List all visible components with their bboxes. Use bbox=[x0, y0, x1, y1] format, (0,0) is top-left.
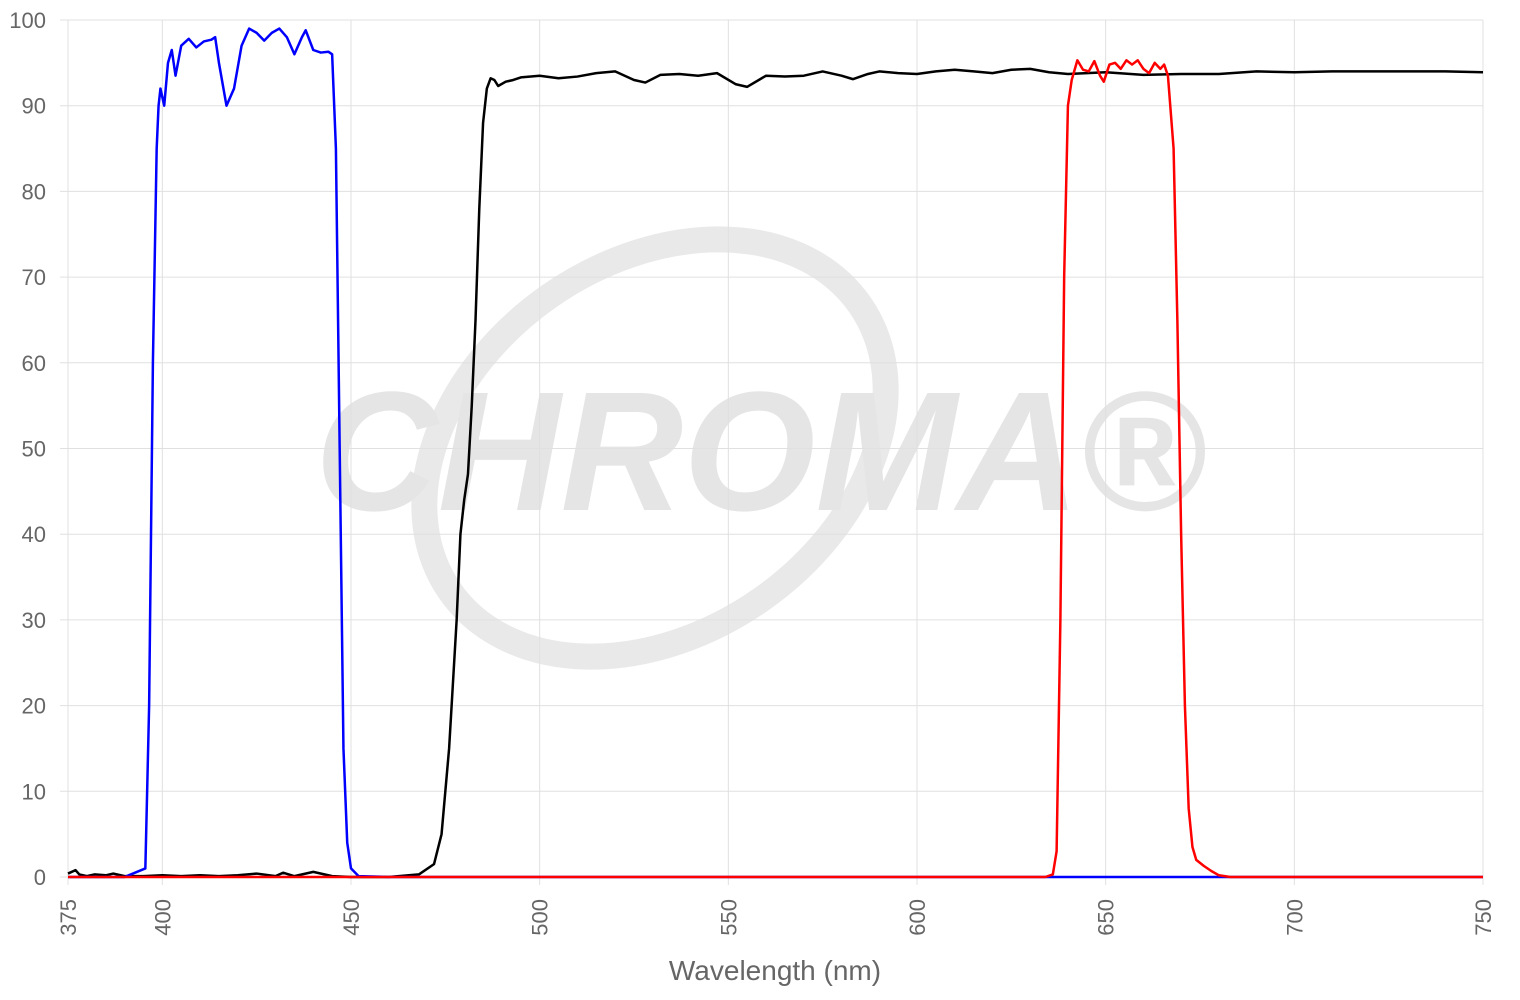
x-tick-label: 400 bbox=[150, 899, 175, 936]
watermark-text: CHROMA® bbox=[315, 357, 1206, 547]
x-tick-label: 600 bbox=[905, 899, 930, 936]
x-tick-label: 450 bbox=[339, 899, 364, 936]
y-tick-label: 60 bbox=[22, 351, 46, 376]
y-tick-label: 90 bbox=[22, 94, 46, 119]
y-tick-label: 70 bbox=[22, 265, 46, 290]
x-tick-label: 550 bbox=[716, 899, 741, 936]
x-tick-label: 750 bbox=[1471, 899, 1496, 936]
series-line bbox=[67, 67, 1484, 879]
y-tick-label: 80 bbox=[22, 179, 46, 204]
watermark-ring bbox=[411, 226, 899, 670]
x-tick-label: 500 bbox=[528, 899, 553, 936]
y-tick-label: 20 bbox=[22, 694, 46, 719]
x-axis-label: Wavelength (nm) bbox=[669, 955, 881, 986]
y-tick-label: 50 bbox=[22, 437, 46, 462]
x-tick-label: 700 bbox=[1282, 899, 1307, 936]
x-tick-label: 650 bbox=[1094, 899, 1119, 936]
y-tick-label: 40 bbox=[22, 522, 46, 547]
y-tick-label: 10 bbox=[22, 779, 46, 804]
y-tick-label: 0 bbox=[34, 865, 46, 890]
y-tick-label: 100 bbox=[9, 8, 46, 33]
y-tick-label: 30 bbox=[22, 608, 46, 633]
series-line bbox=[68, 27, 1483, 879]
x-tick-label: 375 bbox=[56, 899, 81, 936]
plot-area bbox=[67, 27, 1484, 879]
series-line bbox=[68, 59, 1483, 879]
